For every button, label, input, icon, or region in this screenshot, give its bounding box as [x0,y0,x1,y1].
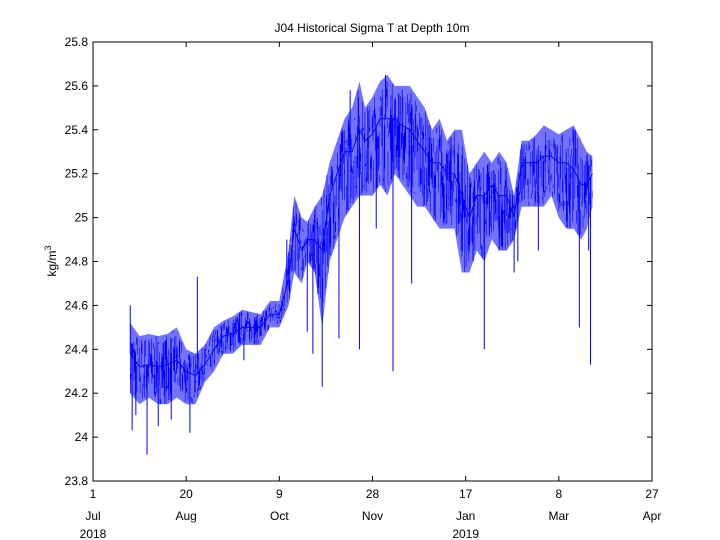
x-tick-year-label: 2019 [452,527,479,540]
x-tick-month-label: Oct [270,509,289,523]
x-tick-day-label: 20 [179,487,193,501]
y-tick-label: 25.4 [65,123,89,137]
y-axis-label: kg/m3 [43,245,59,276]
y-tick-label: 25.6 [65,79,89,93]
x-tick-day-label: 28 [366,487,380,501]
y-tick-label: 25.2 [65,167,89,181]
x-tick-month-label: Apr [643,509,662,523]
x-tick-month-label: Jan [456,509,475,523]
y-tick-label: 23.8 [65,474,89,488]
chart-title: J04 Historical Sigma T at Depth 10m [275,21,470,35]
x-tick-month-label: Jul [85,509,100,523]
axes-layer: 23.8 24 24.2 24.4 24.6 24.8 25 25.2 25.4 25.6 25.8… [65,35,662,540]
plot-frame [92,41,653,482]
x-tick-year-label: 2018 [80,527,107,540]
x-tick-day-label: 9 [276,487,283,501]
y-tick-label: 25 [75,211,89,225]
x-tick-day-label: 17 [459,487,473,501]
x-tick-month-label: Nov [362,509,383,523]
y-tick-label: 24.2 [65,386,89,400]
y-tick-label: 24 [75,430,89,444]
x-tick-day-label: 8 [555,487,562,501]
x-tick-day-label: 1 [90,487,97,501]
y-tick-label: 25.8 [65,35,89,49]
y-axis-label-base: kg/m [45,251,59,277]
x-tick-month-label: Aug [175,509,196,523]
x-tick-day-label: 27 [645,487,659,501]
y-tick-label: 24.6 [65,298,89,312]
y-tick-label: 24.8 [65,255,89,269]
y-tick-label: 24.4 [65,342,89,356]
y-axis-label-superscript: 3 [43,245,53,250]
x-tick-month-label: Mar [548,509,569,523]
series-line [129,118,593,377]
series-layer [129,74,593,455]
